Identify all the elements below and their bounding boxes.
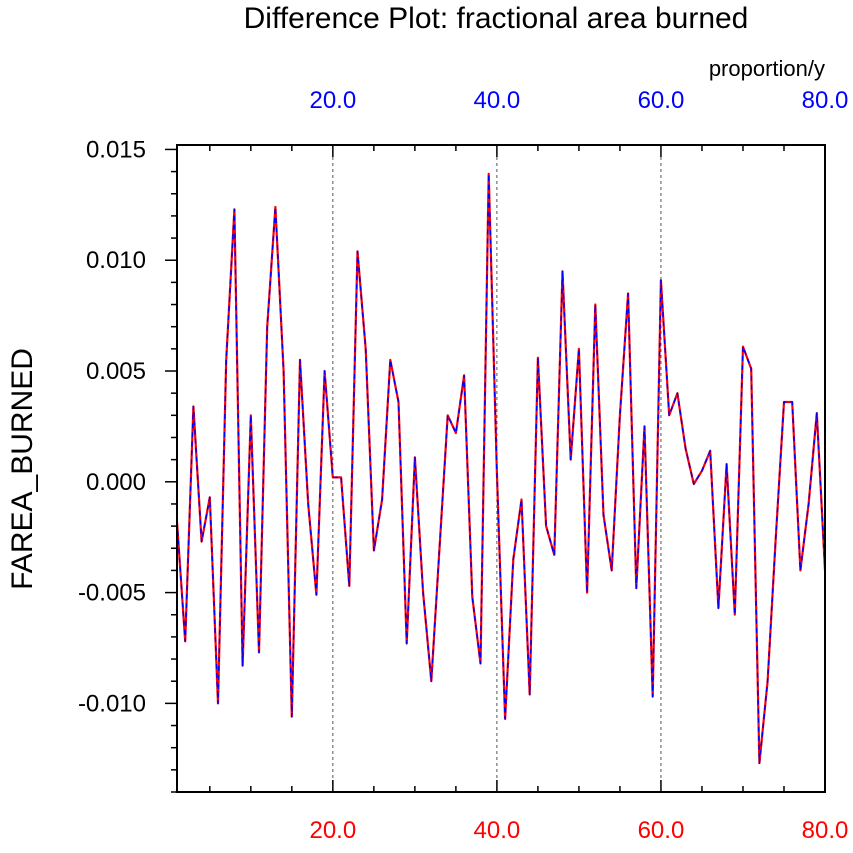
difference-plot-chart: Difference Plot: fractional area burned … [0, 0, 853, 853]
y-tick-label: -0.010 [78, 690, 146, 717]
y-tick-label: 0.015 [86, 136, 146, 163]
series-line-solid [177, 174, 825, 763]
x-tick-label-bottom: 20.0 [309, 817, 356, 844]
y-tick-label: 0.005 [86, 358, 146, 385]
y-tick-label: 0.000 [86, 469, 146, 496]
y-axis-label: FAREA_BURNED [6, 348, 39, 590]
chart-title: Difference Plot: fractional area burned [244, 2, 749, 35]
x-tick-label-bottom: 60.0 [638, 817, 685, 844]
y-tick-label: -0.005 [78, 580, 146, 607]
tick-labels: 20.0 40.0 60.0 80.0 20.0 40.0 60.0 80.0 0.015 0.0… [78, 87, 848, 844]
y-tick-label: 0.010 [86, 247, 146, 274]
x-tick-label-top: 40.0 [474, 87, 521, 114]
x-tick-label-bottom: 40.0 [474, 817, 521, 844]
x-tick-label-top: 60.0 [638, 87, 685, 114]
x-tick-label-top: 20.0 [309, 87, 356, 114]
data-series [177, 174, 825, 764]
top-axis-label: proportion/y [709, 56, 825, 81]
x-tick-label-top: 80.0 [802, 87, 849, 114]
x-tick-label-bottom: 80.0 [802, 817, 849, 844]
